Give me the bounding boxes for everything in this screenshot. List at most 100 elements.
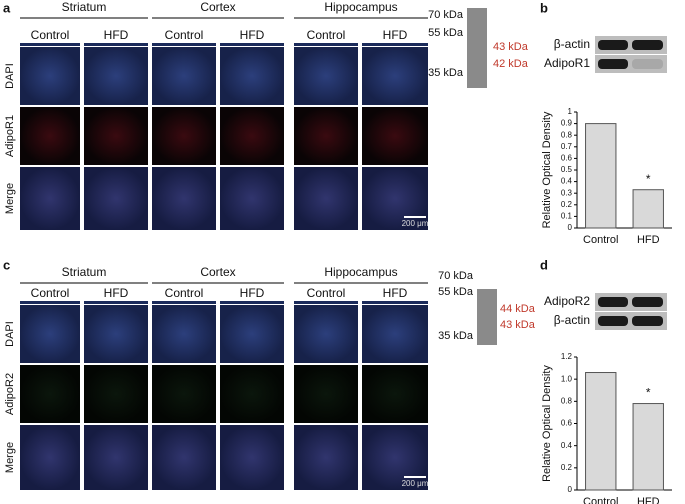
micrograph	[220, 425, 284, 490]
region-label: Striatum	[62, 265, 107, 279]
annotation: *	[646, 172, 651, 186]
condition-label: Control	[307, 286, 346, 300]
micrograph	[220, 47, 284, 105]
micrograph	[220, 107, 284, 165]
micrograph	[152, 365, 216, 423]
row-label: DAPI	[4, 321, 16, 347]
condition-bar	[152, 301, 216, 304]
micrograph	[84, 107, 148, 165]
marker-label: 70 kDa	[428, 9, 464, 21]
micrograph	[20, 305, 80, 363]
row-label: Merge	[4, 442, 16, 473]
condition-bar	[294, 301, 358, 304]
band	[632, 297, 663, 307]
band	[632, 40, 663, 50]
micrograph	[362, 305, 428, 363]
bar	[632, 403, 664, 491]
y-tick-label: 1.0	[561, 374, 573, 383]
condition-label: Control	[31, 286, 70, 300]
micrograph	[84, 305, 148, 363]
micrograph	[294, 107, 358, 165]
condition-bar	[20, 301, 80, 304]
condition-bar	[362, 301, 428, 304]
micrograph	[362, 167, 428, 230]
condition-label: Control	[165, 286, 204, 300]
x-tick-label: Control	[583, 234, 618, 246]
row-label: Merge	[4, 183, 16, 214]
y-tick-label: 0.3	[561, 188, 573, 197]
marker-label: 42 kDa	[493, 58, 529, 70]
marker-label: 43 kDa	[493, 41, 529, 53]
y-tick-label: 0.6	[561, 154, 573, 163]
band	[632, 316, 663, 326]
micrograph	[20, 425, 80, 490]
micrograph	[220, 167, 284, 230]
annotation: *	[646, 386, 651, 400]
scale-bar-label: 200 μm	[402, 219, 429, 228]
condition-label: HFD	[383, 28, 408, 42]
row-label: AdipoR1	[4, 115, 16, 157]
marker-label: 35 kDa	[438, 330, 474, 342]
band-label: AdipoR2	[544, 294, 590, 308]
y-tick-label: 0.4	[561, 177, 573, 186]
condition-bar	[220, 43, 284, 46]
marker-label: 44 kDa	[500, 303, 536, 315]
micrograph	[220, 305, 284, 363]
x-tick-label: HFD	[637, 496, 660, 504]
y-tick-label: 0.6	[561, 419, 573, 428]
bar	[585, 372, 617, 491]
condition-label: Control	[31, 28, 70, 42]
y-tick-label: 0.1	[561, 212, 573, 221]
y-tick-label: 0.8	[561, 130, 573, 139]
bar	[585, 123, 617, 229]
region-label: Striatum	[62, 0, 107, 14]
region-label: Cortex	[200, 0, 235, 14]
condition-bar	[20, 43, 80, 46]
condition-bar	[220, 301, 284, 304]
region-label: Hippocampus	[324, 265, 397, 279]
micrograph	[294, 47, 358, 105]
marker-label: 55 kDa	[428, 27, 464, 39]
micrograph	[152, 47, 216, 105]
y-tick-label: 1.2	[561, 352, 573, 361]
micrograph	[294, 365, 358, 423]
band	[598, 59, 628, 69]
panel-label: c	[3, 257, 10, 272]
y-tick-label: 0.7	[561, 142, 573, 151]
micrograph	[152, 305, 216, 363]
micrograph	[362, 365, 428, 423]
condition-bar	[362, 43, 428, 46]
micrograph	[362, 107, 428, 165]
y-axis-label: Relative Optical Density	[541, 111, 553, 228]
marker-label: 35 kDa	[428, 67, 464, 79]
micrograph	[84, 425, 148, 490]
panel-label: b	[540, 0, 548, 15]
marker-label: 70 kDa	[438, 270, 474, 282]
condition-bar	[294, 43, 358, 46]
micrograph	[362, 47, 428, 105]
band-label: β-actin	[554, 313, 590, 327]
band	[632, 59, 663, 69]
micrograph	[152, 167, 216, 230]
marker-label: 55 kDa	[438, 286, 474, 298]
micrograph	[294, 167, 358, 230]
y-tick-label: 0.8	[561, 396, 573, 405]
y-axis-label: Relative Optical Density	[541, 365, 553, 482]
y-tick-label: 0	[568, 223, 573, 232]
condition-bar	[84, 43, 148, 46]
y-tick-label: 0.2	[561, 463, 573, 472]
y-tick-label: 0.9	[561, 119, 573, 128]
condition-label: HFD	[240, 28, 265, 42]
micrograph	[84, 47, 148, 105]
micrograph	[20, 167, 80, 230]
x-tick-label: Control	[583, 496, 618, 504]
micrograph	[220, 365, 284, 423]
bar	[632, 189, 664, 229]
panel-label: d	[540, 257, 548, 272]
scale-bar-label: 200 μm	[402, 479, 429, 488]
micrograph	[20, 47, 80, 105]
marker-lane	[467, 8, 487, 88]
micrograph	[84, 365, 148, 423]
band	[598, 297, 628, 307]
